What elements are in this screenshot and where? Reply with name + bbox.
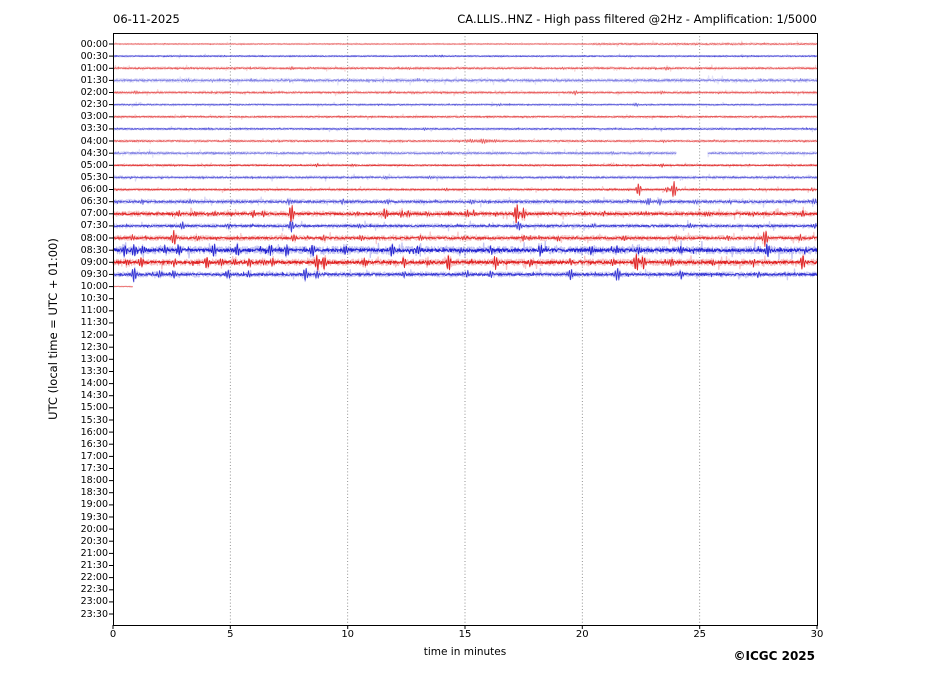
y-tick-label: 12:00 (80, 329, 108, 341)
copyright-label: ©ICGC 2025 (733, 649, 815, 663)
y-tick-label: 15:00 (80, 402, 108, 414)
y-tick-label: 11:30 (80, 317, 108, 329)
y-tick-label: 19:30 (80, 511, 108, 523)
y-tick-label: 01:30 (80, 74, 108, 86)
y-tick-label: 05:00 (80, 159, 108, 171)
y-tick-label: 11:00 (80, 305, 108, 317)
y-tick-label: 17:30 (80, 463, 108, 474)
y-tick-label: 22:30 (80, 584, 108, 596)
y-tick-label: 01:00 (80, 62, 108, 74)
x-tick-label: 0 (109, 629, 117, 640)
y-tick-label: 23:00 (80, 596, 108, 608)
y-tick-label: 08:30 (80, 244, 108, 256)
y-tick-label: 13:00 (80, 353, 108, 365)
y-tick-label: 21:30 (80, 560, 108, 571)
y-tick-label: 20:00 (80, 523, 108, 535)
y-tick-label: 20:30 (80, 535, 108, 547)
y-tick-label: 13:30 (80, 366, 108, 377)
y-tick-label: 10:00 (80, 281, 108, 293)
y-tick-label: 14:00 (80, 378, 108, 390)
y-tick-label: 10:30 (80, 293, 108, 305)
y-tick-label: 07:00 (80, 208, 108, 220)
x-tick-label: 25 (693, 629, 707, 640)
y-tick-label: 02:30 (80, 99, 108, 111)
x-tick-label: 30 (810, 629, 824, 640)
y-tick-label: 18:00 (80, 475, 108, 487)
y-tick-label: 16:30 (80, 438, 108, 450)
y-tick-label: 03:30 (80, 123, 108, 135)
y-tick-label: 06:30 (80, 196, 108, 208)
y-tick-label: 15:30 (80, 414, 108, 426)
x-tick-label: 15 (458, 629, 472, 640)
y-tick-label: 17:00 (80, 450, 108, 462)
x-tick-label: 10 (341, 629, 355, 640)
y-tick-label: 00:00 (80, 38, 108, 50)
y-tick-label: 06:00 (80, 184, 108, 195)
y-tick-label: 05:30 (80, 171, 108, 183)
y-tick-label: 23:30 (80, 608, 108, 620)
y-tick-label: 03:00 (80, 111, 108, 123)
y-tick-label: 04:30 (80, 147, 108, 159)
x-axis-label: time in minutes (423, 646, 507, 658)
y-tick-label: 16:00 (80, 426, 108, 438)
y-tick-label: 02:00 (80, 87, 108, 98)
y-tick-label: 21:00 (80, 547, 108, 559)
x-tick-label: 5 (227, 629, 234, 640)
y-tick-label: 07:30 (80, 220, 108, 232)
y-tick-label: 18:30 (80, 487, 108, 499)
y-tick-label: 14:30 (80, 390, 108, 402)
y-tick-label: 19:00 (80, 499, 108, 511)
date-label: 06-11-2025 (113, 12, 180, 26)
y-tick-label: 08:00 (80, 232, 108, 244)
plot-title: CA.LLIS..HNZ - High pass filtered @2Hz -… (457, 12, 817, 26)
y-tick-label: 22:00 (80, 572, 108, 584)
y-tick-label: 12:30 (80, 341, 108, 353)
x-tick-label: 20 (575, 629, 589, 640)
y-tick-label: 09:30 (80, 268, 108, 280)
y-tick-label: 00:30 (80, 50, 108, 62)
y-tick-label: 04:00 (80, 135, 108, 147)
y-tick-label: 09:00 (80, 256, 108, 268)
